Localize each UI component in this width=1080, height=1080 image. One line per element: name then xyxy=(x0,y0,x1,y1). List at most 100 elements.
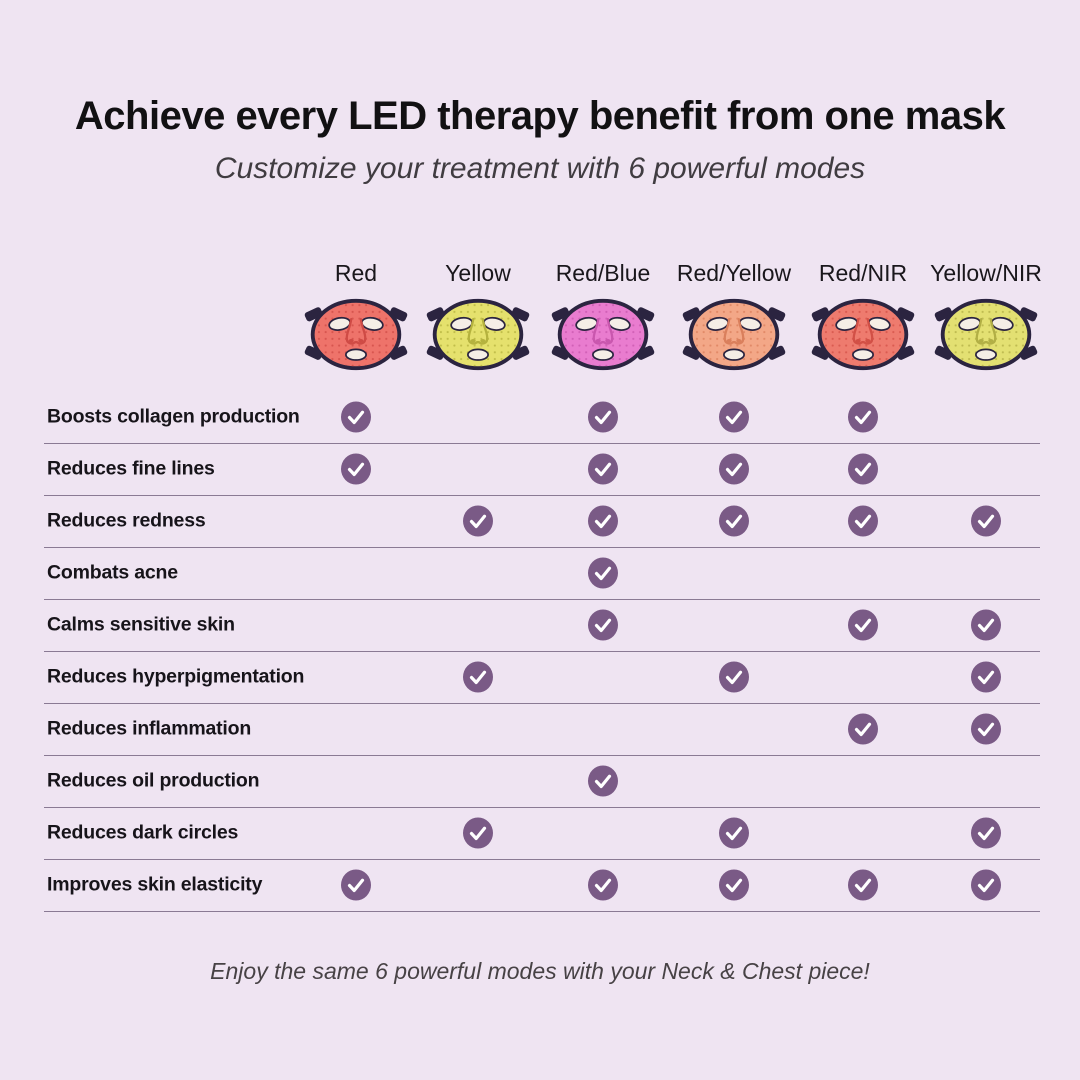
check-icon xyxy=(719,453,749,485)
check-cell xyxy=(848,869,878,901)
benefit-label: Calms sensitive skin xyxy=(47,613,235,636)
benefit-label: Reduces fine lines xyxy=(47,457,215,480)
benefit-row-reduces-fine-lines: Reduces fine lines xyxy=(44,443,1040,496)
check-icon xyxy=(341,401,371,433)
mask-nose xyxy=(345,317,367,345)
check-cell xyxy=(971,505,1001,537)
mode-column-red: Red xyxy=(291,260,421,373)
check-icon xyxy=(463,817,493,849)
benefit-label: Reduces oil production xyxy=(47,769,260,792)
benefit-row-reduces-inflammation: Reduces inflammation xyxy=(44,703,1040,756)
check-icon xyxy=(719,817,749,849)
check-cell xyxy=(848,453,878,485)
check-icon xyxy=(719,505,749,537)
check-icon xyxy=(971,817,1001,849)
check-icon xyxy=(719,869,749,901)
check-icon xyxy=(971,661,1001,693)
check-cell xyxy=(971,713,1001,745)
mask-openings xyxy=(958,316,1014,361)
check-icon xyxy=(848,869,878,901)
benefit-row-reduces-dark-circles: Reduces dark circles xyxy=(44,807,1040,860)
check-icon xyxy=(341,453,371,485)
mask-illustration-red xyxy=(304,298,408,371)
check-icon xyxy=(463,505,493,537)
mask-straps xyxy=(811,307,915,360)
check-cell xyxy=(971,817,1001,849)
mode-column-label: Red xyxy=(334,260,378,286)
mode-column-label: Yellow/NIR xyxy=(930,260,1042,286)
mask-straps xyxy=(304,307,408,360)
check-cell xyxy=(971,609,1001,641)
check-icon xyxy=(848,609,878,641)
check-cell xyxy=(971,869,1001,901)
mode-columns: Red Yellow xyxy=(0,260,1080,385)
check-cell xyxy=(341,869,371,901)
mode-column-red-nir: Red/NIR xyxy=(798,260,928,373)
mask-nose xyxy=(723,317,745,345)
check-cell xyxy=(719,661,749,693)
mode-column-label: Yellow xyxy=(445,260,511,286)
check-icon xyxy=(341,869,371,901)
mask-straps xyxy=(426,307,530,360)
check-cell xyxy=(719,453,749,485)
benefit-row-reduces-oil-production: Reduces oil production xyxy=(44,755,1040,808)
check-icon xyxy=(848,505,878,537)
check-cell xyxy=(719,869,749,901)
check-cell xyxy=(341,453,371,485)
check-icon xyxy=(588,505,618,537)
check-cell xyxy=(848,609,878,641)
check-icon xyxy=(848,713,878,745)
benefit-label: Reduces inflammation xyxy=(47,717,252,740)
check-cell xyxy=(719,505,749,537)
benefit-label: Combats acne xyxy=(47,561,178,584)
check-cell xyxy=(463,505,493,537)
benefit-row-combats-acne: Combats acne xyxy=(44,547,1040,600)
check-cell xyxy=(719,817,749,849)
mode-column-yellow-nir: Yellow/NIR xyxy=(921,260,1051,373)
page-title: Achieve every LED therapy benefit from o… xyxy=(74,94,1006,138)
check-cell xyxy=(588,609,618,641)
benefit-row-boosts-collagen-production: Boosts collagen production xyxy=(44,391,1040,444)
check-cell xyxy=(588,869,618,901)
check-icon xyxy=(719,661,749,693)
check-icon xyxy=(971,609,1001,641)
benefit-label: Reduces hyperpigmentation xyxy=(47,665,305,688)
benefit-row-reduces-redness: Reduces redness xyxy=(44,495,1040,548)
check-icon xyxy=(588,765,618,797)
mask-straps xyxy=(934,307,1038,360)
check-cell xyxy=(848,505,878,537)
check-cell xyxy=(588,401,618,433)
check-cell xyxy=(848,713,878,745)
mask-straps xyxy=(551,307,655,360)
check-cell xyxy=(463,817,493,849)
check-icon xyxy=(848,401,878,433)
footer-note: Enjoy the same 6 powerful modes with you… xyxy=(210,958,870,984)
check-icon xyxy=(848,453,878,485)
mode-column-red-yellow: Red/Yellow xyxy=(669,260,799,373)
mask-openings xyxy=(328,316,384,361)
mode-column-label: Red/NIR xyxy=(818,260,908,286)
check-icon xyxy=(719,401,749,433)
check-icon xyxy=(971,869,1001,901)
check-cell xyxy=(588,557,618,589)
mask-nose xyxy=(975,317,997,345)
check-cell xyxy=(971,661,1001,693)
check-icon xyxy=(588,453,618,485)
benefit-label: Improves skin elasticity xyxy=(47,873,263,896)
mask-nose xyxy=(592,317,614,345)
check-cell xyxy=(588,453,618,485)
benefits-table: Boosts collagen production Reduces fine … xyxy=(44,0,1040,1080)
check-icon xyxy=(588,869,618,901)
check-cell xyxy=(463,661,493,693)
mask-illustration-red-nir xyxy=(811,298,915,371)
check-cell xyxy=(719,401,749,433)
benefit-label: Reduces dark circles xyxy=(47,821,239,844)
mode-column-label: Red/Blue xyxy=(555,260,651,286)
check-icon xyxy=(588,609,618,641)
benefit-label: Boosts collagen production xyxy=(47,405,300,428)
benefit-row-reduces-hyperpigmentation: Reduces hyperpigmentation xyxy=(44,651,1040,704)
mask-illustration-red-yellow xyxy=(682,298,786,371)
mode-column-label: Red/Yellow xyxy=(676,260,792,286)
benefit-row-calms-sensitive-skin: Calms sensitive skin xyxy=(44,599,1040,652)
